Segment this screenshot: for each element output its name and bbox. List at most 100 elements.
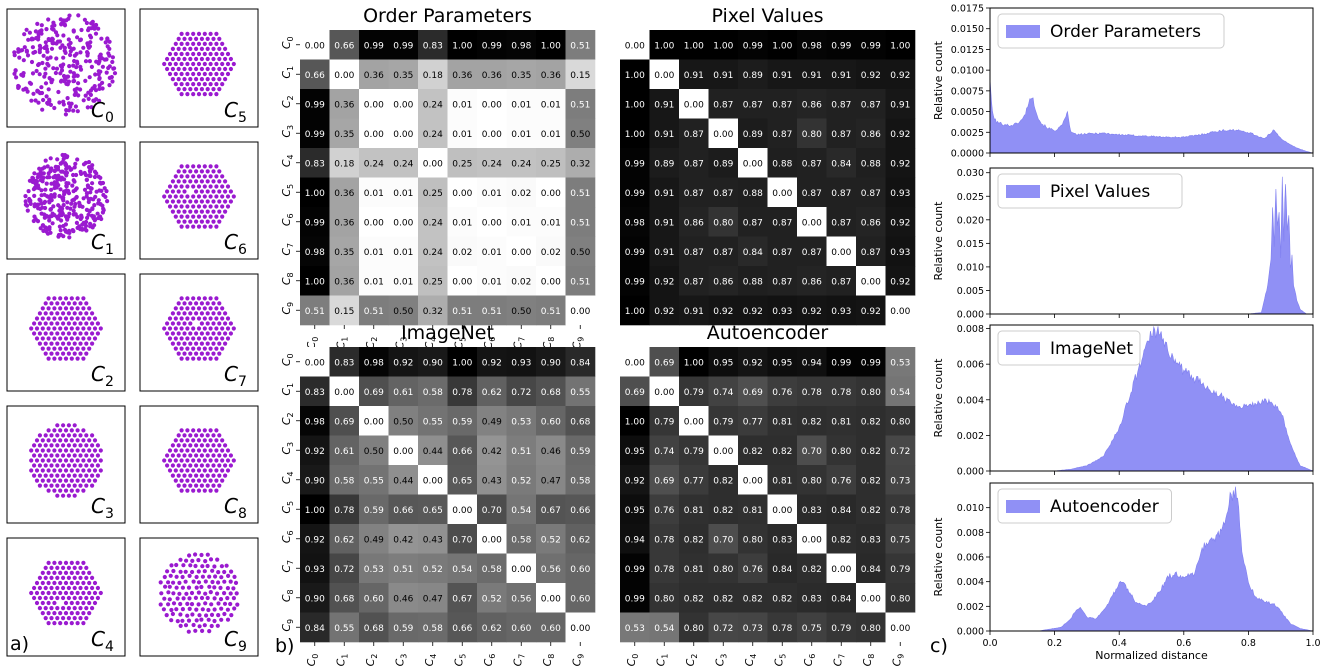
particle [72, 165, 77, 170]
particle [191, 82, 196, 87]
heatmap-value: 0.66 [452, 624, 472, 634]
particle [35, 183, 41, 188]
y-tick-label: 0.020 [957, 215, 984, 226]
particle [32, 180, 37, 185]
particle [203, 559, 208, 564]
particle [72, 595, 77, 601]
cluster-panel: C0 [6, 8, 126, 128]
heatmap-cell [477, 89, 507, 119]
particle [75, 214, 80, 219]
particle [78, 64, 83, 69]
particle [225, 586, 230, 591]
particle [208, 31, 213, 36]
particle [220, 194, 225, 199]
particle [214, 438, 219, 443]
heatmap-value: 0.84 [570, 358, 590, 368]
histogram-frame [989, 7, 1314, 154]
particle [185, 356, 190, 361]
cluster-panel: C6 [139, 141, 259, 260]
heatmap-cell [477, 118, 507, 149]
particle [75, 458, 80, 463]
heatmap-value: 0.01 [393, 277, 413, 287]
heatmap-value: 0.67 [541, 506, 561, 516]
cluster-frame [139, 8, 259, 128]
heatmap-value: 0.51 [570, 218, 590, 228]
particle [179, 478, 184, 483]
particle [55, 595, 60, 601]
particle [211, 463, 216, 468]
particle [61, 99, 66, 104]
y-tick-label: 0.0125 [951, 45, 984, 56]
heatmap-value: 0.70 [713, 535, 733, 545]
particle [217, 66, 222, 72]
particle [182, 301, 187, 306]
heatmap-value: 0.00 [625, 358, 645, 368]
particle [208, 194, 213, 199]
particle [49, 321, 54, 326]
heatmap-cell [856, 177, 886, 208]
particle [185, 316, 190, 321]
particle-set [23, 152, 110, 240]
heatmap-value: 0.79 [890, 565, 910, 575]
particle [167, 597, 172, 602]
particle [203, 591, 208, 596]
particle [196, 346, 202, 351]
heatmap-value: 0.15 [570, 71, 590, 81]
particle [185, 82, 190, 87]
particle [199, 301, 204, 306]
heatmap-value: 1.00 [684, 41, 704, 51]
particle [202, 31, 207, 36]
heatmap-cell [300, 236, 330, 267]
particle [42, 212, 47, 217]
particle [49, 616, 54, 621]
y-tick-label: 0.000 [957, 627, 984, 638]
particle [196, 428, 202, 433]
particle [179, 224, 184, 229]
heatmap-value: 0.00 [452, 506, 472, 516]
heatmap-value: 0.50 [364, 447, 384, 457]
heatmap-value: 0.00 [364, 130, 384, 140]
particle [214, 316, 219, 321]
heatmap-value: 0.51 [511, 447, 531, 457]
particle [63, 112, 68, 117]
particle [191, 296, 196, 301]
heatmap-cell [300, 347, 330, 377]
heatmap-cell [738, 583, 768, 613]
particle [194, 209, 199, 214]
y-tick-label: 0.005 [957, 286, 984, 297]
particle [55, 351, 60, 356]
particle [29, 590, 34, 596]
particle [78, 351, 83, 356]
particle [26, 189, 31, 194]
heatmap-cell [620, 148, 650, 178]
heatmap-value: 0.80 [831, 447, 851, 457]
particle [196, 316, 202, 321]
heatmap-value: 0.92 [890, 277, 910, 287]
particle [86, 199, 91, 205]
particle [58, 63, 63, 68]
particle [84, 191, 89, 196]
particle [191, 458, 196, 463]
heatmap-cell [300, 266, 330, 296]
particle [183, 569, 188, 574]
particle [75, 448, 80, 453]
particle [223, 56, 228, 62]
heatmap-value: 0.91 [654, 218, 674, 228]
particle [46, 580, 51, 586]
heatmap-row-label: C4 [280, 154, 295, 167]
particle [167, 51, 173, 57]
heatmap-cell [359, 524, 389, 554]
particle [208, 41, 213, 47]
particle [220, 448, 225, 453]
heatmap-cell [649, 583, 680, 613]
particle-set [158, 552, 240, 634]
particle [66, 443, 71, 448]
particle [75, 306, 80, 311]
particle [56, 89, 61, 95]
heatmap-value: 0.00 [541, 594, 561, 604]
heatmap-col-label: C3 [393, 654, 408, 666]
particle [217, 199, 222, 204]
particle [212, 596, 217, 601]
particle [171, 580, 176, 585]
particle [43, 158, 48, 163]
